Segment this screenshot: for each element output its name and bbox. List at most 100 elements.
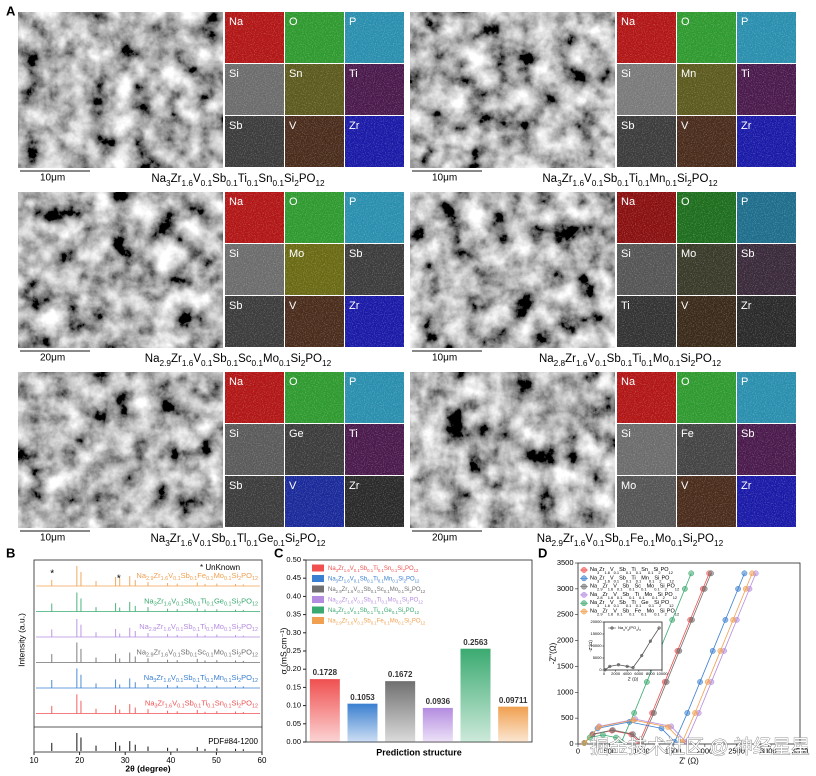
y-tick-label: 0.30: [286, 628, 301, 637]
eds-speckle: [225, 64, 284, 115]
y-tick-label: 0.05: [286, 719, 301, 728]
data-point: [595, 724, 602, 730]
eds-label: P: [741, 376, 748, 388]
x-tick-label: 6000: [634, 671, 644, 676]
sem-image-texture: [410, 372, 615, 528]
sem-caption: Na2.8Zr1.6V0.1Sb0.1Ti0.1Mo0.1Si2PO12: [539, 353, 722, 368]
eds-speckle: [345, 296, 404, 347]
eds-label: O: [681, 376, 690, 388]
y-tick-label: 0.40: [286, 591, 301, 600]
y-tick-label: 0.20: [286, 664, 301, 673]
eds-label: V: [681, 120, 689, 132]
eds-speckle: [225, 116, 284, 167]
legend-label: Na2.8Zr1.6V0.1Sb0.1Ti0.1Mo0.1Si2PO12: [328, 597, 424, 604]
data-point: [676, 648, 683, 654]
bar: [385, 681, 416, 742]
bar: [347, 703, 378, 742]
eds-speckle: [677, 372, 736, 423]
data-point: [730, 617, 736, 623]
eds-label: O: [289, 196, 298, 208]
eds-label: Na: [621, 376, 636, 388]
eds-speckle: [285, 116, 344, 167]
y-axis-label: -Z''(Ω): [548, 642, 557, 664]
y-tick-label: 0.10: [286, 701, 301, 710]
eds-speckle: [285, 424, 344, 475]
eds-label: O: [681, 196, 690, 208]
y-tick-label: 20000: [590, 619, 602, 624]
eds-label: Zr: [349, 480, 360, 492]
x-tick-label: 2500: [728, 746, 745, 755]
panel-label: D: [538, 545, 547, 560]
data-point: [643, 679, 650, 685]
bar: [422, 707, 453, 742]
y-tick-label: 3500: [557, 558, 574, 567]
legend-label: Na2.9Zr1.6V0.1Sb0.1Sc0.1Mo0.1Si2PO12: [590, 584, 679, 591]
eds-label: Si: [621, 428, 631, 440]
x-axis-label: 2θ (degree): [125, 763, 170, 773]
data-point: [618, 739, 625, 745]
eds-speckle: [617, 64, 676, 115]
eds-label: Ge: [289, 428, 304, 440]
data-point: [657, 626, 661, 630]
data-point: [682, 585, 688, 592]
data-point: [603, 668, 607, 672]
data-point: [613, 734, 619, 741]
y-axis-label: Intensity (a.u.): [16, 613, 26, 667]
eds-speckle: [345, 12, 404, 63]
legend-label: Na3Zr1.6V0.1Sb0.1Ti0.1Sn0.1Si2PO12: [328, 566, 419, 573]
x-tick-label: 8000: [646, 671, 656, 676]
eds-label: Mo: [681, 248, 696, 260]
y-tick-label: 0.35: [286, 610, 301, 619]
x-axis-label: Prediction structure: [376, 747, 462, 757]
y-tick-label: 0.15: [286, 682, 301, 691]
data-point: [717, 648, 724, 654]
x-tick-label: 3500: [792, 746, 809, 755]
legend-label: Na3V2(PO4)3: [618, 625, 641, 632]
x-tick-label: 2000: [611, 671, 621, 676]
data-point: [631, 665, 635, 670]
eds-speckle: [737, 476, 796, 527]
legend-swatch: [312, 617, 324, 624]
x-tick-label: 1500: [665, 746, 682, 755]
eds-label: O: [289, 16, 298, 28]
eds-label: Ti: [741, 68, 750, 80]
eds-speckle: [677, 296, 736, 347]
eds-speckle: [677, 424, 736, 475]
x-tick-label: 3000: [760, 746, 777, 755]
y-tick-label: 2500: [557, 610, 574, 619]
y-tick-label: 10000: [590, 643, 602, 648]
legend-swatch: [312, 564, 324, 572]
legend-label: Na3Zr1.6V0.1Sb0.1Ti0.1Ge0.1Si2PO12: [328, 608, 420, 615]
data-point: [663, 679, 670, 685]
x-tick-label: 30: [121, 756, 130, 765]
y-tick-label: 0: [599, 667, 602, 672]
sem-caption: Na2.9Zr1.6V0.1Sb0.1Sc0.1Mo0.1Si2PO12: [145, 353, 332, 368]
eds-label: P: [349, 196, 356, 208]
data-point: [665, 724, 671, 730]
eds-speckle: [617, 12, 676, 63]
eds-label: Zr: [349, 300, 360, 312]
scale-bar-label: 20μm: [432, 533, 457, 544]
x-axis-label: Z' (Ω): [628, 676, 639, 681]
eds-speckle: [677, 476, 736, 527]
eds-speckle: [285, 12, 344, 63]
data-point: [679, 739, 686, 745]
eds-label: Sn: [289, 68, 302, 80]
x-tick-label: 50: [212, 756, 221, 765]
sem-image-texture: [18, 12, 223, 168]
data-point: [708, 570, 714, 577]
eds-label: Ti: [349, 68, 358, 80]
y-tick-label: 1500: [557, 661, 574, 670]
eds-label: Si: [229, 248, 239, 260]
bar: [498, 706, 529, 742]
value-label: 0.09711: [499, 696, 528, 705]
sem-image-texture: [18, 372, 223, 528]
series-label: Na2.9Zr1.6V0.1Sb0.1Sc0.1Mo0.1Si2PO12: [136, 647, 258, 658]
sem-image-texture: [410, 192, 615, 348]
eds-label: Ti: [349, 428, 358, 440]
eds-speckle: [617, 296, 676, 347]
peak-marker: *: [50, 569, 54, 580]
eds-speckle: [737, 192, 796, 243]
eds-label: Si: [621, 68, 631, 80]
